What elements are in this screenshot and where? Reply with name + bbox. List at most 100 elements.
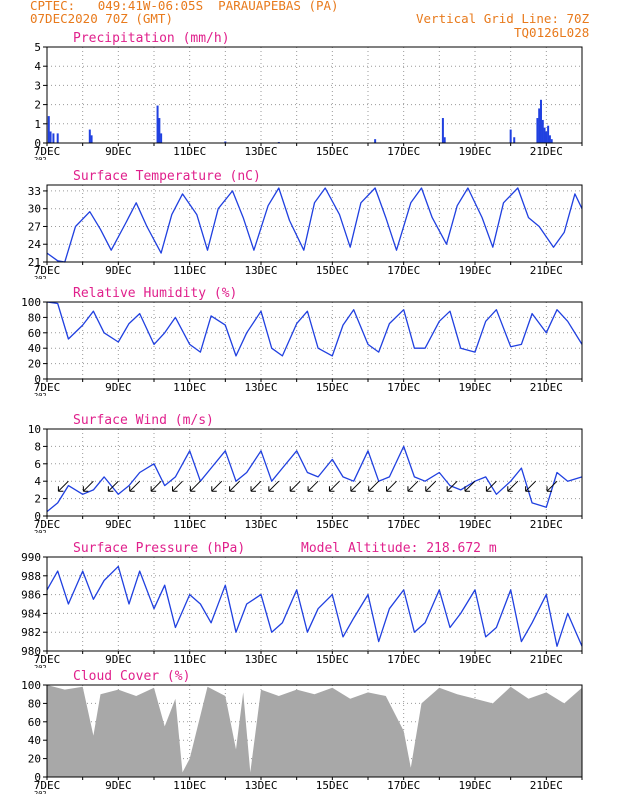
precip-bar bbox=[543, 127, 546, 143]
x-year-label: 202 bbox=[34, 790, 47, 798]
y-tick-label: 2 bbox=[34, 493, 41, 506]
temp-title: Surface Temperature (nC) bbox=[73, 169, 261, 184]
wind-arrow-head bbox=[107, 486, 114, 492]
wind-line bbox=[46, 445, 583, 513]
x-tick-label: 19DEC bbox=[458, 264, 491, 277]
x-tick-label: 13DEC bbox=[244, 145, 277, 158]
x-tick-label: 11DEC bbox=[173, 653, 206, 666]
x-tick-label: 21DEC bbox=[530, 653, 563, 666]
wind-arrow-head bbox=[172, 486, 178, 492]
wind-arrow-head bbox=[546, 486, 553, 492]
x-tick-label: 17DEC bbox=[387, 779, 420, 792]
x-tick-label: 11DEC bbox=[173, 381, 206, 394]
wind-arrow-head bbox=[386, 486, 392, 492]
wind-arrow-head bbox=[464, 486, 470, 492]
precip-bar bbox=[538, 108, 541, 143]
wind-arrow-head bbox=[307, 486, 314, 492]
x-tick-label: 7DEC bbox=[34, 381, 61, 394]
pressure-line bbox=[46, 565, 583, 647]
precip-bar bbox=[160, 133, 163, 143]
x-tick-label: 7DEC bbox=[34, 653, 61, 666]
wind-arrow bbox=[229, 480, 240, 492]
y-tick-label: 20 bbox=[28, 753, 41, 766]
precip-bar bbox=[374, 139, 377, 143]
x-tick-label: 9DEC bbox=[105, 518, 132, 531]
y-tick-label: 33 bbox=[28, 185, 41, 198]
y-tick-label: 30 bbox=[28, 203, 41, 216]
x-tick-label: 15DEC bbox=[316, 518, 349, 531]
wind-arrow-head bbox=[368, 486, 374, 492]
wind-arrow-head bbox=[407, 486, 413, 492]
header-station: CPTEC: 049:41W-06:05S PARAUAPEBAS (PA) bbox=[30, 0, 339, 13]
wind-arrow bbox=[83, 480, 94, 492]
rh-panel bbox=[43, 301, 583, 382]
wind-arrow-head bbox=[57, 486, 64, 492]
x-tick-label: 21DEC bbox=[530, 381, 563, 394]
wind-arrow-head bbox=[211, 486, 217, 492]
wind-arrow-head bbox=[425, 486, 431, 492]
precip-title: Precipitation (mm/h) bbox=[73, 31, 230, 46]
y-tick-label: 100 bbox=[21, 679, 41, 692]
y-tick-label: 3 bbox=[34, 79, 41, 92]
wind-arrow bbox=[446, 480, 458, 492]
temp-panel bbox=[43, 184, 583, 265]
wind-arrow bbox=[407, 480, 419, 492]
y-tick-label: 40 bbox=[28, 342, 41, 355]
y-tick-label: 100 bbox=[21, 296, 41, 309]
cloud-panel bbox=[43, 684, 583, 780]
wind-arrow bbox=[329, 480, 340, 492]
pressure-subtitle: Model Altitude: 218.672 m bbox=[301, 541, 497, 556]
precip-bar bbox=[441, 118, 444, 143]
precip-bar bbox=[539, 99, 542, 143]
x-year-label: 202 bbox=[34, 275, 47, 283]
x-tick-label: 17DEC bbox=[387, 518, 420, 531]
precip-bar bbox=[548, 135, 551, 143]
x-tick-label: 21DEC bbox=[530, 145, 563, 158]
y-tick-label: 986 bbox=[21, 589, 41, 602]
wind-arrow-head bbox=[485, 486, 492, 492]
wind-arrow-head bbox=[350, 486, 356, 492]
precip-bar bbox=[224, 141, 227, 143]
y-tick-label: 60 bbox=[28, 327, 41, 340]
y-tick-label: 984 bbox=[21, 607, 41, 620]
wind-arrow bbox=[289, 480, 301, 492]
pressure-frame bbox=[46, 556, 583, 652]
rh-title: Relative Humidity (%) bbox=[73, 286, 237, 301]
wind-arrow-head bbox=[229, 486, 235, 492]
x-tick-label: 7DEC bbox=[34, 779, 61, 792]
y-tick-label: 1 bbox=[34, 118, 41, 131]
temp-line bbox=[46, 187, 583, 263]
cloud-title: Cloud Cover (%) bbox=[73, 669, 190, 684]
x-tick-label: 7DEC bbox=[34, 518, 61, 531]
wind-arrow bbox=[486, 480, 497, 492]
wind-arrow-head bbox=[150, 486, 157, 492]
precip-bar bbox=[88, 129, 91, 143]
y-tick-label: 4 bbox=[34, 60, 41, 73]
x-tick-label: 9DEC bbox=[105, 381, 132, 394]
wind-arrow-head bbox=[82, 486, 89, 492]
y-tick-label: 27 bbox=[28, 220, 41, 233]
x-tick-label: 19DEC bbox=[458, 381, 491, 394]
x-tick-label: 13DEC bbox=[244, 381, 277, 394]
x-tick-label: 15DEC bbox=[316, 779, 349, 792]
wind-arrow-head bbox=[129, 486, 135, 492]
precip-bar bbox=[509, 129, 512, 143]
wind-arrow bbox=[307, 480, 319, 492]
x-tick-label: 11DEC bbox=[173, 518, 206, 531]
y-tick-label: 6 bbox=[34, 458, 41, 471]
y-tick-label: 0 bbox=[34, 373, 41, 386]
x-tick-label: 19DEC bbox=[458, 145, 491, 158]
wind-arrow bbox=[172, 480, 183, 492]
x-tick-label: 9DEC bbox=[105, 779, 132, 792]
x-tick-label: 13DEC bbox=[244, 264, 277, 277]
x-tick-label: 7DEC bbox=[34, 145, 61, 158]
header-model-code: TQ0126L028 bbox=[514, 25, 590, 40]
wind-arrow bbox=[425, 480, 437, 492]
precip-bar bbox=[47, 116, 50, 143]
precip-bar bbox=[156, 105, 159, 143]
precip-bar bbox=[541, 119, 544, 143]
wind-arrow bbox=[507, 480, 519, 492]
wind-arrow bbox=[190, 480, 201, 492]
y-tick-label: 60 bbox=[28, 716, 41, 729]
x-tick-label: 15DEC bbox=[316, 653, 349, 666]
